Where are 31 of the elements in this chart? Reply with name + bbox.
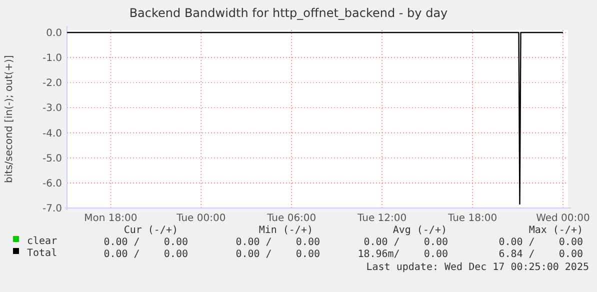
- text: 0.00 / 0.00: [364, 237, 448, 248]
- text: 0.00 / 0.00: [104, 237, 188, 248]
- x-tick-label: Wed 00:00: [536, 213, 590, 224]
- y-tick-label: -2.0: [42, 78, 62, 90]
- text: 18.96m/ 0.00: [358, 249, 448, 260]
- y-tick-label: -1.0: [42, 53, 62, 64]
- y-tick-label: -4.0: [42, 128, 62, 140]
- text: Max (-/+): [528, 225, 583, 236]
- text: 0.00 / 0.00: [498, 237, 583, 248]
- y-tick-label: 0.0: [46, 28, 62, 40]
- y-tick-label: -3.0: [42, 103, 62, 114]
- x-tick-label: Tue 00:00: [176, 213, 226, 224]
- text: Cur (-/+): [124, 225, 178, 236]
- y-tick-label: -7.0: [42, 204, 62, 214]
- text: Last update: Wed Dec 17 00:25:00 2025: [366, 262, 589, 273]
- text: 0.00 / 0.00: [236, 249, 320, 260]
- legend-label: clear: [27, 236, 58, 247]
- y-tick-label: -6.0: [42, 178, 62, 190]
- chart-title: Backend Bandwidth for http_offnet_backend - by day: [129, 6, 448, 20]
- text: 0.00 / 0.00: [104, 249, 188, 260]
- y-tick-label: -5.0: [42, 153, 62, 164]
- y-axis-title: bits/second [in(-); out(+)]: [4, 54, 15, 183]
- text: Min (-/+): [258, 225, 313, 236]
- text: 0.00 / 0.00: [236, 237, 320, 248]
- x-tick-label: Mon 18:00: [84, 213, 138, 224]
- x-tick-label: Tue 06:00: [266, 213, 316, 224]
- legend-label: Total: [27, 248, 58, 259]
- x-tick-label: Tue 18:00: [446, 213, 498, 224]
- x-tick-label: Tue 12:00: [356, 213, 407, 224]
- text: 6.84 / 0.00: [498, 249, 583, 260]
- text: Avg (-/+): [392, 225, 447, 236]
